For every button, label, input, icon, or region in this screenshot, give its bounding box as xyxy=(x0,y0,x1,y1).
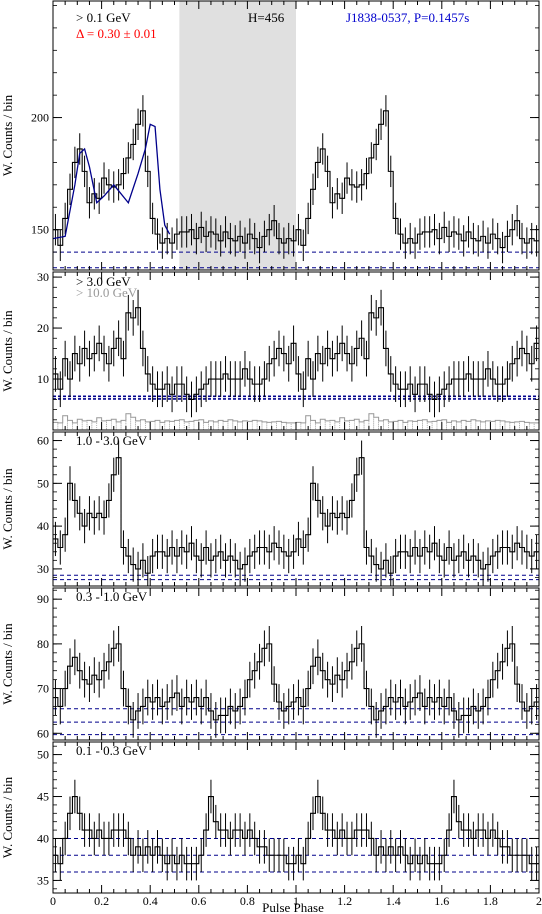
x-tick-label: 0.4 xyxy=(143,894,158,908)
y-axis-label: W. Counts / bin xyxy=(0,623,15,705)
panel-total: 150 200 W. Counts / bin xyxy=(0,0,540,271)
energy-label-total: > 0.1 GeV xyxy=(76,10,131,25)
histogram-line xyxy=(53,307,539,400)
energy-label-1-3gev: 1.0 - 3.0 GeV xyxy=(76,433,148,448)
h-test-label: H=456 xyxy=(248,10,285,25)
y-tick-label: 30 xyxy=(37,562,49,576)
panel-0.1-0.3GeV: 35 40 45 50 W. Counts / bin xyxy=(0,741,540,894)
y-axis-label: W. Counts / bin xyxy=(0,468,15,550)
fit-curve xyxy=(52,123,171,240)
x-tick-label: 2 xyxy=(536,894,542,908)
y-tick-label: 30 xyxy=(37,270,49,284)
energy-label-above-10gev: > 10.0 GeV xyxy=(76,285,138,300)
y-axis-label: W. Counts / bin xyxy=(0,776,15,858)
y-tick-label: 60 xyxy=(37,434,49,448)
y-tick-label: 60 xyxy=(37,726,49,740)
y-tick-label: 40 xyxy=(37,831,49,845)
x-tick-label: 0.2 xyxy=(94,894,109,908)
energy-label-0.3-1gev: 0.3 - 1.0 GeV xyxy=(76,589,148,604)
histogram-line xyxy=(53,795,539,865)
x-tick-label: 0.6 xyxy=(191,894,206,908)
y-tick-label: 35 xyxy=(37,873,49,887)
y-axis-label: W. Counts / bin xyxy=(0,94,15,176)
pulsar-label: J1838-0537, P=0.1457s xyxy=(346,10,469,25)
y-tick-label: 80 xyxy=(37,637,49,651)
y-axis-label: W. Counts / bin xyxy=(0,310,15,392)
energy-label-above-3gev: > 3.0 GeV xyxy=(76,274,131,289)
x-tick-label: 1.8 xyxy=(483,894,498,908)
energy-label-0.1-0.3gev: 0.1 - 0.3 GeV xyxy=(76,743,148,758)
x-axis-label: Pulse Phase xyxy=(262,900,324,914)
x-tick-label: 1 xyxy=(293,894,299,908)
y-tick-label: 50 xyxy=(37,476,49,490)
delta-label: Δ = 0.30 ± 0.01 xyxy=(76,26,157,41)
x-tick-label: 0.8 xyxy=(240,894,255,908)
y-tick-label: 20 xyxy=(37,321,49,335)
panel-above-3GeV: 10 20 30 W. Counts / bin xyxy=(0,270,540,431)
y-tick-label: 70 xyxy=(37,682,49,696)
histogram-line xyxy=(53,643,539,721)
y-tick-label: 50 xyxy=(37,748,49,762)
panel-1-3GeV: 30 40 50 60 W. Counts / bin xyxy=(0,431,540,587)
x-tick-label: 1.2 xyxy=(337,894,352,908)
histogram-line xyxy=(53,110,539,249)
panel-0.3-1GeV: 60 70 80 90 W. Counts / bin xyxy=(0,587,540,741)
y-tick-label: 40 xyxy=(37,519,49,533)
x-tick-label: 1.4 xyxy=(386,894,401,908)
y-tick-label: 150 xyxy=(31,223,49,237)
y-tick-label: 90 xyxy=(37,592,49,606)
x-tick-label: 1.6 xyxy=(434,894,449,908)
x-tick-label: 0 xyxy=(50,894,56,908)
y-tick-label: 200 xyxy=(31,111,49,125)
y-tick-label: 45 xyxy=(37,790,49,804)
y-tick-label: 10 xyxy=(37,372,49,386)
